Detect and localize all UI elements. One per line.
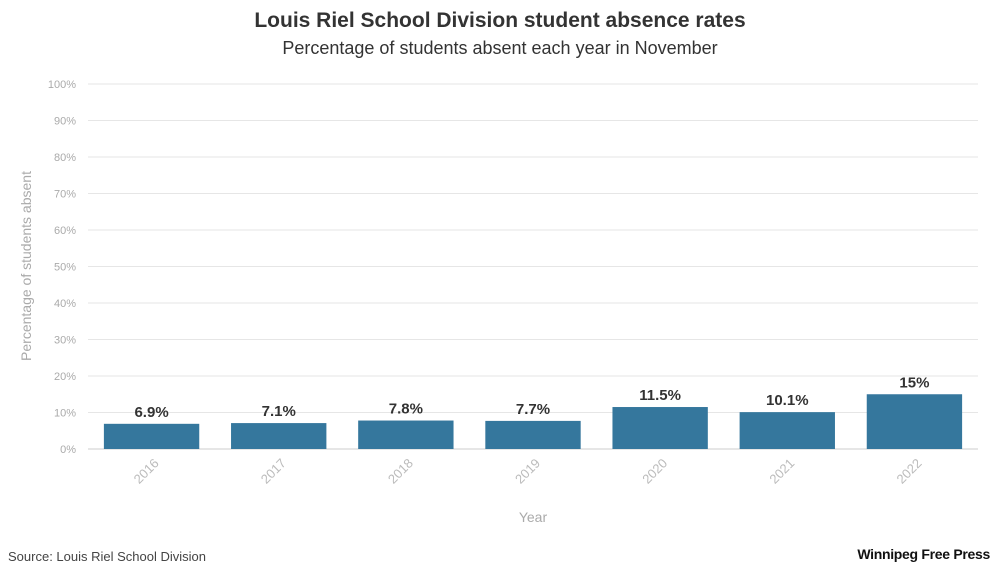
bar-2019 <box>485 420 581 449</box>
data-label-2016: 6.9% <box>134 404 168 421</box>
data-label-2022: 15% <box>899 374 929 391</box>
x-tick-label-2016: 2016 <box>131 456 162 487</box>
bar-2016 <box>103 423 200 449</box>
data-label-2018: 7.8% <box>389 401 423 418</box>
data-labels: 6.9% 7.1% 7.8% 7.7% 11.5% 10.1% 15% <box>134 374 929 421</box>
data-label-2017: 7.1% <box>262 403 296 420</box>
bars <box>103 394 963 449</box>
bar-2018 <box>358 420 454 449</box>
source-note: Source: Louis Riel School Division <box>8 549 206 564</box>
x-tick-label-2017: 2017 <box>258 456 289 487</box>
y-tick-label: 0% <box>60 444 76 456</box>
y-tick-label: 10% <box>54 408 76 420</box>
y-tick-label: 40% <box>54 298 76 310</box>
y-axis-ticks: 0% 10% 20% 30% 40% 50% 60% 70% 80% 90% 100% <box>48 79 76 456</box>
winnipeg-free-press-logo: Winnipeg Free Press <box>857 546 990 562</box>
y-tick-label: 50% <box>54 262 76 274</box>
chart-title: Louis Riel School Division student absen… <box>254 9 746 32</box>
y-tick-label: 20% <box>54 371 76 383</box>
gridlines <box>88 83 978 450</box>
data-label-2021: 10.1% <box>766 392 809 409</box>
y-tick-label: 60% <box>54 225 76 237</box>
x-tick-label-2019: 2019 <box>512 456 543 487</box>
bar-2021 <box>739 412 835 449</box>
bar-2017 <box>231 423 327 449</box>
y-tick-label: 70% <box>54 189 76 201</box>
x-tick-label-2018: 2018 <box>385 456 416 487</box>
bar-2022 <box>866 394 963 449</box>
chart-subtitle: Percentage of students absent each year … <box>282 38 718 58</box>
x-axis-ticks: 2016 2017 2018 2019 2020 2021 2022 <box>131 456 925 487</box>
y-tick-label: 80% <box>54 152 76 164</box>
x-tick-label-2021: 2021 <box>766 456 797 487</box>
y-axis-title: Percentage of students absent <box>18 171 34 361</box>
data-label-2019: 7.7% <box>516 401 550 418</box>
x-tick-label-2022: 2022 <box>893 456 924 487</box>
x-tick-label-2020: 2020 <box>639 456 670 487</box>
bar-2020 <box>612 407 708 449</box>
y-tick-label: 90% <box>54 116 76 128</box>
y-tick-label: 100% <box>48 79 76 91</box>
y-tick-label: 30% <box>54 335 76 347</box>
data-label-2020: 11.5% <box>639 387 681 404</box>
x-axis-title: Year <box>519 509 548 525</box>
